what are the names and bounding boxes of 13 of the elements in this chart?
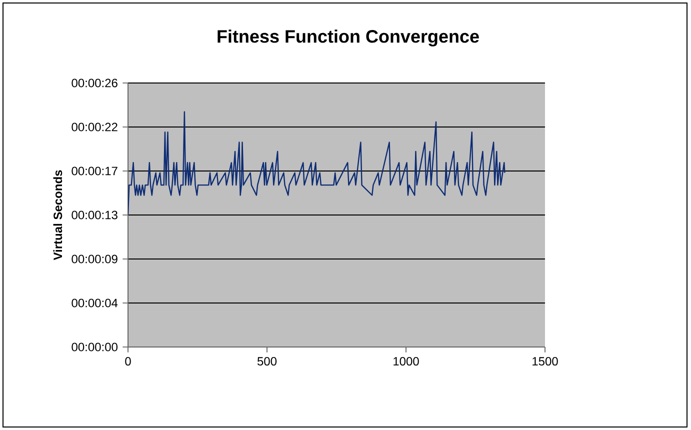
y-tick-label: 00:00:13	[72, 210, 118, 220]
y-tick-label: 00:00:22	[72, 122, 118, 132]
x-tick-label: 1000	[394, 357, 419, 366]
y-axis-title: Virtual Seconds	[53, 170, 62, 260]
x-tick-label: 500	[257, 357, 277, 366]
x-tick-label: 1500	[532, 357, 558, 366]
y-tick-label: 00:00:04	[72, 298, 118, 308]
y-tick-label: 00:00:00	[72, 342, 118, 352]
y-tick-label: 00:00:17	[72, 166, 118, 176]
chart-title: Fitness Function Convergence	[218, 30, 479, 46]
x-tick-label: 0	[125, 357, 131, 366]
y-tick-label: 00:00:26	[72, 78, 118, 88]
y-tick-label: 00:00:09	[72, 254, 118, 264]
